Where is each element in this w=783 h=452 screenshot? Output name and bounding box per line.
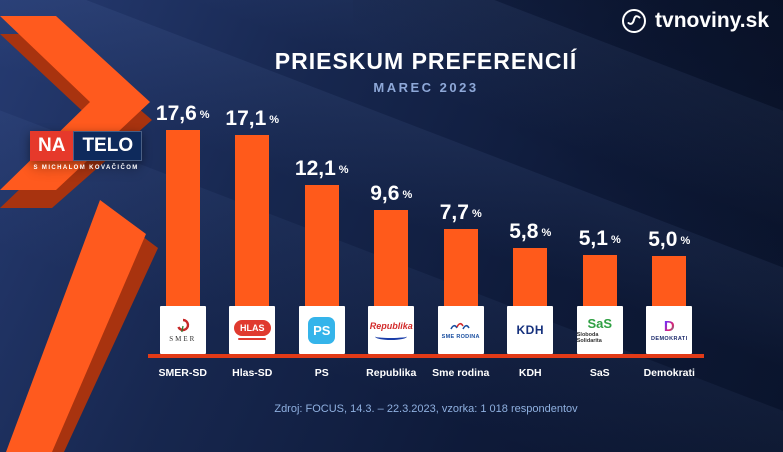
demokrati-d-icon: D bbox=[663, 317, 675, 335]
party-logo-hlas-sd: HLAS bbox=[229, 306, 276, 354]
category-label: PS bbox=[314, 367, 329, 379]
category-label: Sme rodina bbox=[432, 367, 490, 379]
hlas-wordmark: HLAS bbox=[234, 320, 271, 336]
category-label: Hlas-SD bbox=[232, 367, 273, 379]
bar-value-label: 9,6% bbox=[370, 181, 413, 205]
na-telo-telo: TELO bbox=[73, 131, 143, 161]
party-logo-kdh: KDH bbox=[507, 306, 554, 354]
bar-value-label: 17,6% bbox=[155, 101, 210, 125]
republika-wordmark: Republika bbox=[369, 320, 413, 331]
bar-column-demokrati: 5,0% D DEMOKRATI bbox=[635, 228, 705, 354]
sas-wordmark: SaS bbox=[587, 315, 613, 331]
republika-underline bbox=[375, 333, 408, 340]
party-logo-smer-sd: SMER bbox=[159, 306, 206, 354]
percent-sign: % bbox=[402, 188, 413, 201]
bar-column-sas: 5,1% SaS Sloboda Solidarita bbox=[565, 227, 635, 354]
bar-column-ps: 12,1% PS bbox=[287, 157, 357, 354]
bar-value-label: 5,1% bbox=[578, 226, 621, 250]
percent-sign: % bbox=[541, 226, 552, 239]
category-labels: SMER-SD Hlas-SD PS Republika Sme rodina … bbox=[148, 367, 704, 379]
bar-value-label: 12,1% bbox=[294, 156, 349, 180]
kdh-wordmark: KDH bbox=[516, 323, 544, 337]
party-logo-demokrati: D DEMOKRATI bbox=[646, 306, 693, 354]
sme-rodina-wordmark: SME RODINA bbox=[441, 334, 480, 340]
na-telo-logo: NA TELO S MICHALOM KOVAČIČOM bbox=[30, 131, 143, 171]
bar bbox=[652, 256, 687, 306]
page-title: PRIESKUM PREFERENCIÍ bbox=[274, 48, 578, 74]
category-label: Demokrati bbox=[643, 367, 695, 379]
bar-column-sme-rodina: 7,7% SME RODINA bbox=[426, 201, 496, 354]
party-logo-sme-rodina: SME RODINA bbox=[437, 306, 484, 354]
percent-sign: % bbox=[199, 108, 210, 121]
party-logo-ps: PS bbox=[298, 306, 345, 354]
sme-rodina-birds-icon bbox=[450, 322, 470, 330]
bar-value-label: 5,0% bbox=[648, 227, 691, 251]
bar bbox=[235, 135, 270, 306]
percent-sign: % bbox=[680, 234, 691, 247]
preference-bar-chart: 17,6% SMER 17,1% HLAS bbox=[148, 96, 704, 415]
sas-subtext: Sloboda Solidarita bbox=[576, 331, 602, 344]
bar-value-label: 7,7% bbox=[439, 200, 482, 224]
source-note: Zdroj: FOCUS, 14.3. – 22.3.2023, vzorka:… bbox=[274, 403, 578, 415]
chart-header: PRIESKUM PREFERENCIÍ MAREC 2023 bbox=[148, 48, 704, 95]
party-logo-sas: SaS Sloboda Solidarita bbox=[576, 306, 623, 354]
ps-wordmark: PS bbox=[308, 316, 336, 344]
category-label: Republika bbox=[366, 367, 417, 379]
bar bbox=[582, 255, 617, 306]
bar-column-kdh: 5,8% KDH bbox=[496, 220, 566, 354]
smer-wordmark: SMER bbox=[169, 334, 197, 343]
bar bbox=[513, 248, 548, 306]
percent-sign: % bbox=[338, 163, 349, 176]
demokrati-wordmark: DEMOKRATI bbox=[651, 335, 688, 342]
category-label: SMER-SD bbox=[158, 367, 207, 379]
bar-value-label: 5,8% bbox=[509, 219, 552, 243]
party-logo-republika: Republika bbox=[368, 306, 415, 354]
bar-value-label: 17,1% bbox=[225, 106, 280, 130]
bar bbox=[165, 130, 200, 306]
page-subtitle: MAREC 2023 bbox=[373, 80, 479, 95]
tvnoviny-icon bbox=[622, 9, 647, 33]
smer-rose-icon bbox=[177, 318, 189, 332]
bar bbox=[304, 185, 339, 306]
tvnoviny-brand: tvnoviny.sk bbox=[621, 8, 769, 34]
hlas-sub-mark bbox=[238, 338, 267, 340]
bar bbox=[374, 210, 409, 306]
percent-sign: % bbox=[471, 207, 482, 220]
na-telo-tagline: S MICHALOM KOVAČIČOM bbox=[33, 165, 139, 171]
bar bbox=[443, 229, 478, 306]
brand-name: tvnoviny.sk bbox=[655, 9, 769, 32]
bar-column-republika: 9,6% Republika bbox=[357, 182, 427, 354]
percent-sign: % bbox=[269, 113, 280, 126]
bar-column-smer-sd: 17,6% SMER bbox=[148, 102, 218, 354]
category-label: KDH bbox=[518, 367, 542, 379]
category-label: SaS bbox=[589, 367, 610, 379]
na-telo-na: NA bbox=[30, 131, 74, 161]
bar-column-hlas-sd: 17,1% HLAS bbox=[218, 107, 288, 354]
baseline bbox=[148, 354, 704, 358]
percent-sign: % bbox=[610, 233, 621, 246]
bar-columns: 17,6% SMER 17,1% HLAS bbox=[148, 96, 704, 354]
